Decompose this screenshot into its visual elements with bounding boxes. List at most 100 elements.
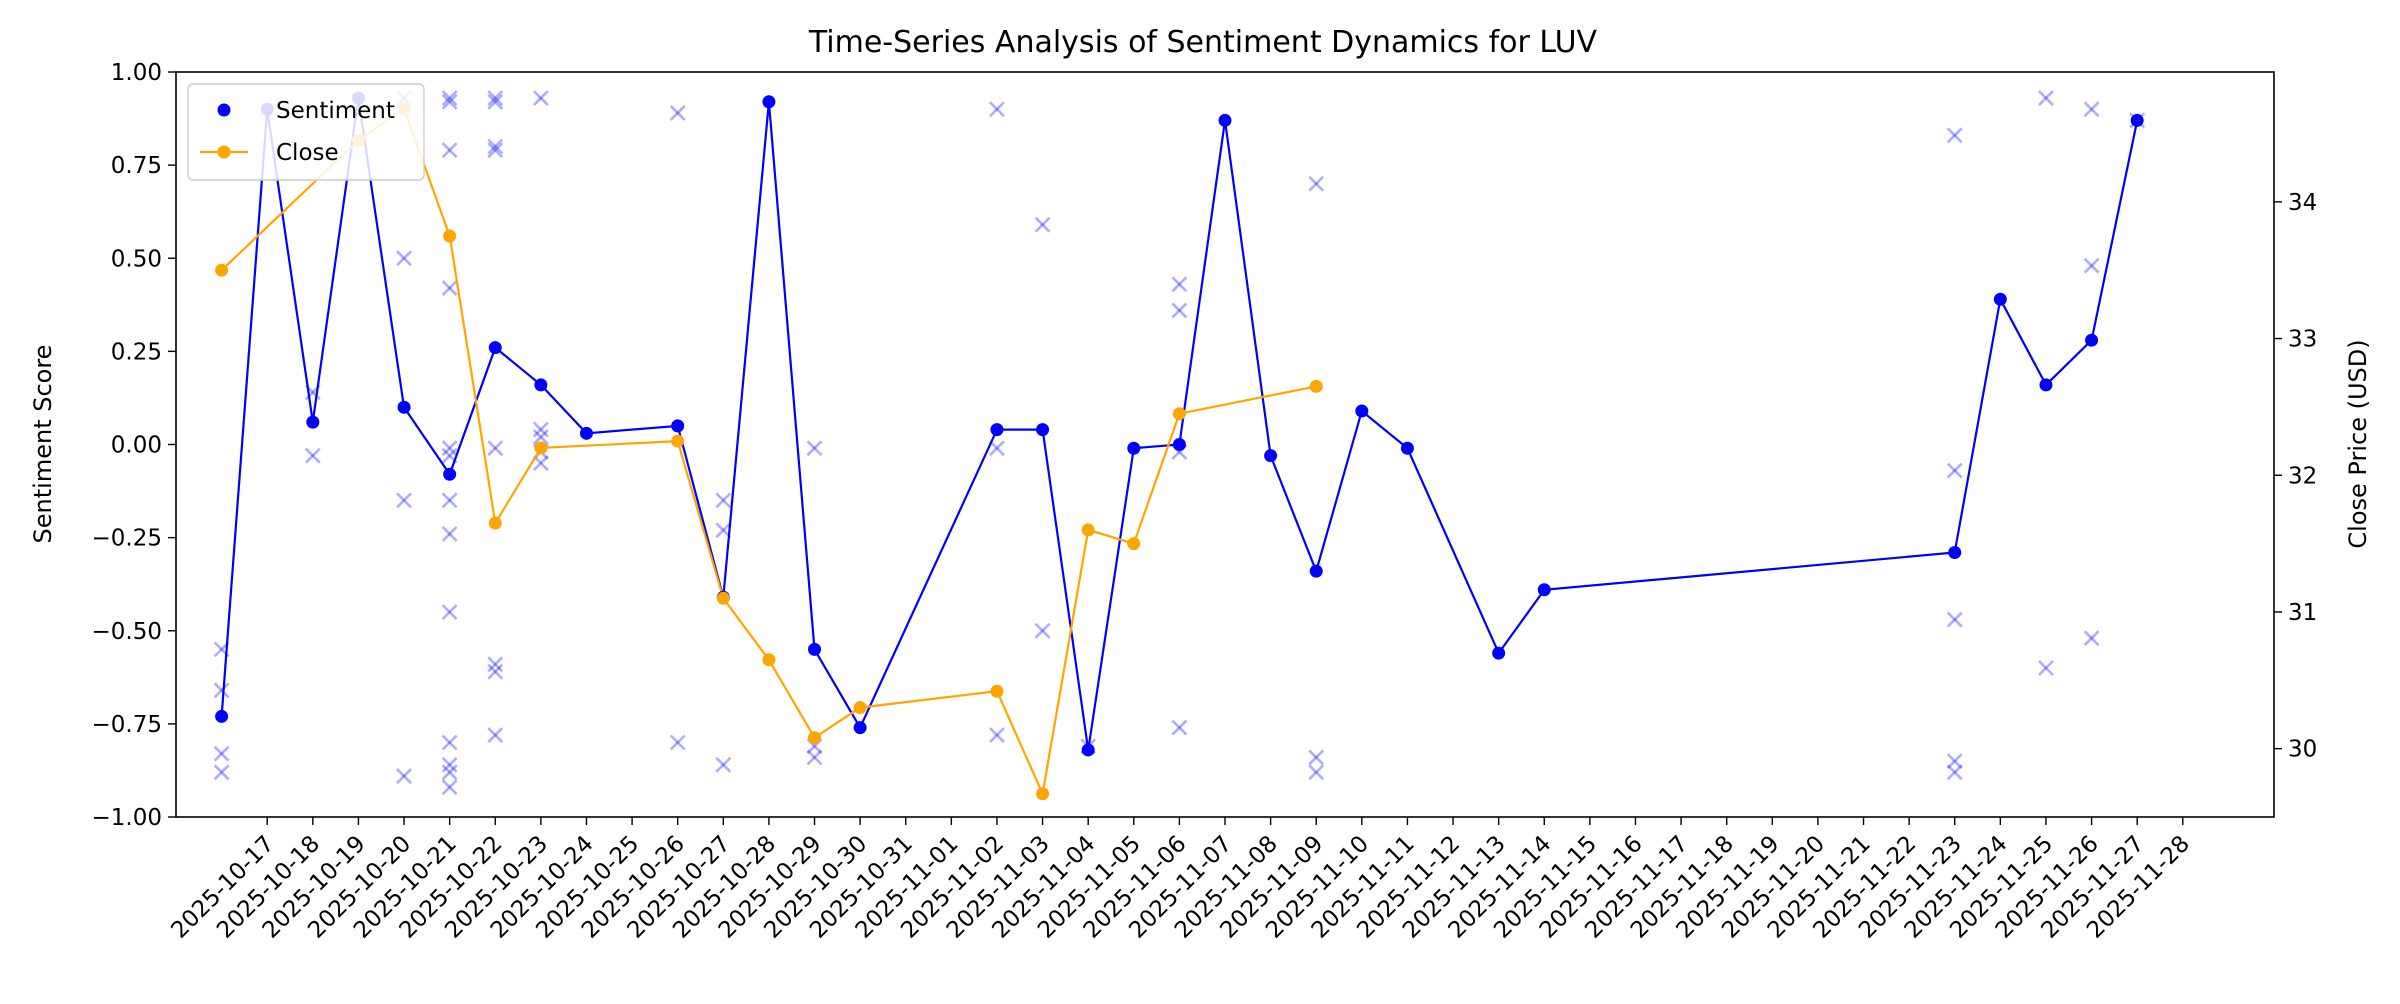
- raw-score-marker-stroke: [441, 90, 458, 106]
- raw-score-marker-stroke: [487, 656, 504, 673]
- raw-score-marker: [487, 663, 504, 680]
- sentiment-point: [2130, 113, 2144, 127]
- raw-score-marker: [989, 101, 1005, 118]
- raw-score-marker-stroke: [1946, 611, 1963, 628]
- raw-score-marker: [806, 440, 823, 457]
- raw-score-marker-stroke: [441, 604, 458, 621]
- sentiment-point: [215, 709, 229, 723]
- close-point: [990, 684, 1004, 698]
- series-markers-layer: [215, 91, 2144, 801]
- raw-score-marker: [441, 280, 458, 296]
- raw-score-marker: [213, 764, 230, 781]
- legend-close-marker: [217, 145, 231, 159]
- raw-score-marker-stroke: [487, 663, 504, 680]
- raw-score-marker-stroke: [1946, 764, 1963, 781]
- close-point: [716, 591, 730, 605]
- raw-score-marker-stroke: [532, 90, 549, 106]
- raw-score-marker-stroke: [669, 734, 686, 751]
- raw-score-marker-stroke: [1946, 127, 1963, 144]
- raw-score-marker-stroke: [441, 280, 458, 296]
- raw-score-marker: [487, 142, 504, 159]
- raw-score-marker-stroke: [1946, 764, 1963, 781]
- raw-score-marker-stroke: [487, 90, 504, 106]
- raw-score-marker: [669, 734, 686, 751]
- raw-score-marker: [2083, 101, 2100, 118]
- raw-score-marker-stroke: [806, 749, 823, 766]
- sentiment-point: [2085, 333, 2099, 347]
- raw-score-marker-stroke: [1308, 764, 1325, 781]
- raw-score-marker-stroke: [532, 429, 549, 445]
- raw-score-marker-stroke: [2083, 101, 2100, 118]
- raw-score-marker-stroke: [1308, 175, 1325, 192]
- y-tick-label: 0.00: [111, 433, 162, 459]
- close-point: [488, 516, 502, 530]
- raw-score-marker: [669, 105, 686, 121]
- raw-score-marker: [487, 138, 504, 155]
- raw-score-marker: [715, 492, 732, 509]
- close-point: [1309, 379, 1323, 393]
- raw-score-marker-stroke: [989, 440, 1005, 457]
- raw-score-marker-stroke: [715, 756, 732, 773]
- raw-score-marker-stroke: [441, 525, 458, 542]
- raw-score-marker-stroke: [1946, 753, 1963, 770]
- raw-score-marker: [396, 250, 412, 267]
- raw-score-marker: [396, 768, 412, 784]
- sentiment-point: [1264, 449, 1278, 463]
- raw-score-marker: [441, 734, 458, 751]
- raw-score-marker: [989, 727, 1005, 743]
- raw-score-marker-stroke: [715, 492, 732, 509]
- raw-score-marker-stroke: [396, 250, 412, 267]
- y-tick-label: 0.50: [111, 246, 162, 272]
- raw-score-marker-stroke: [532, 90, 549, 106]
- raw-score-marker: [441, 756, 458, 773]
- raw-score-marker-stroke: [441, 756, 458, 773]
- sentiment-point: [1492, 646, 1506, 660]
- sentiment-point: [808, 642, 822, 656]
- sentiment-point: [397, 400, 411, 414]
- raw-score-marker-stroke: [1171, 719, 1188, 736]
- close-point: [671, 434, 685, 448]
- raw-score-marker: [441, 764, 458, 781]
- legend: Sentiment Close: [187, 83, 425, 181]
- legend-sentiment-marker: [217, 103, 231, 117]
- raw-score-marker-stroke: [2083, 630, 2100, 647]
- raw-score-marker-stroke: [989, 727, 1005, 743]
- raw-score-marker: [487, 656, 504, 673]
- y-axis-label: Sentiment Score: [29, 345, 57, 544]
- raw-score-marker: [441, 492, 458, 509]
- raw-score-marker-stroke: [441, 764, 458, 781]
- raw-score-marker: [806, 749, 823, 766]
- close-point: [808, 731, 822, 745]
- raw-score-marker: [2083, 257, 2100, 274]
- raw-score-marker-stroke: [396, 492, 412, 509]
- sentiment-point: [1172, 438, 1186, 451]
- raw-score-marker-stroke: [441, 734, 458, 751]
- raw-score-marker-stroke: [441, 440, 458, 457]
- raw-score-marker: [2083, 630, 2100, 647]
- raw-score-marker-stroke: [715, 522, 732, 539]
- raw-score-marker-stroke: [715, 492, 732, 509]
- raw-score-marker-stroke: [1171, 302, 1188, 319]
- legend-box: [187, 83, 425, 181]
- y2-axis-label: Close Price (USD): [2344, 339, 2372, 548]
- raw-score-marker-stroke: [1946, 462, 1963, 479]
- raw-score-marker-stroke: [2038, 90, 2054, 106]
- raw-score-marker: [1946, 127, 1963, 144]
- close-line: [220, 107, 1317, 798]
- raw-score-marker: [1171, 719, 1188, 736]
- raw-score-marker-stroke: [304, 447, 321, 464]
- y2-tick-label: 31: [2288, 600, 2317, 626]
- legend-close-label: Close: [276, 140, 339, 166]
- raw-score-marker-stroke: [2038, 660, 2054, 676]
- raw-score-marker-stroke: [441, 492, 458, 509]
- raw-score-marker-stroke: [1034, 622, 1051, 639]
- raw-score-marker-stroke: [1308, 175, 1325, 192]
- chart-title: Time-Series Analysis of Sentiment Dynami…: [808, 25, 1598, 60]
- raw-score-marker-stroke: [2083, 630, 2100, 647]
- raw-score-marker-stroke: [441, 604, 458, 621]
- raw-score-marker-stroke: [441, 734, 458, 751]
- raw-score-marker-stroke: [1946, 611, 1963, 628]
- raw-score-marker: [989, 440, 1005, 457]
- close-point: [1127, 537, 1141, 551]
